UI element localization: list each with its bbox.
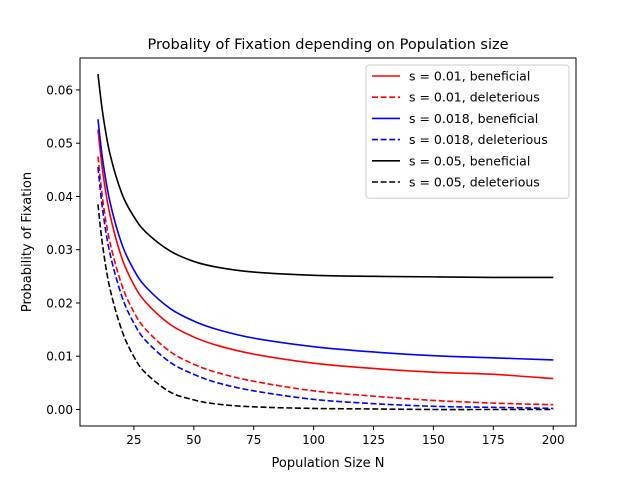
y-tick-label: 0.02 [46, 296, 73, 310]
x-tick-label: 200 [542, 433, 565, 447]
x-tick-label: 175 [482, 433, 505, 447]
y-tick-label: 0.00 [46, 403, 73, 417]
x-axis-ticks: 25 50 75 100 125 150 175 200 [126, 426, 565, 447]
y-tick-label: 0.01 [46, 350, 73, 364]
y-tick-label: 0.06 [46, 83, 73, 97]
x-axis-label: Population Size N [272, 456, 385, 471]
y-tick-label: 0.05 [46, 137, 73, 151]
series-line-6 [97, 204, 554, 411]
y-axis-label: Probability of Fixation [20, 172, 35, 312]
legend-label: s = 0.05, deleterious [409, 175, 540, 190]
legend-label: s = 0.01, deleterious [409, 90, 540, 105]
series-line-5 [97, 73, 554, 279]
y-tick-label: 0.04 [46, 190, 73, 204]
legend-label: s = 0.05, beneficial [409, 153, 530, 168]
x-tick-label: 25 [126, 433, 141, 447]
chart-title: Probality of Fixation depending on Popul… [147, 37, 508, 53]
legend-label: s = 0.018, beneficial [409, 111, 538, 126]
legend-label: s = 0.01, beneficial [409, 69, 530, 84]
x-tick-label: 75 [246, 433, 261, 447]
x-tick-label: 100 [302, 433, 325, 447]
plot-frame [79, 57, 577, 427]
x-tick-label: 50 [186, 433, 201, 447]
y-axis-ticks: 0.00 0.01 0.02 0.03 0.04 0.05 0.06 [46, 83, 80, 417]
series-line-1 [97, 129, 554, 380]
legend-box [365, 64, 570, 199]
legend-label: s = 0.018, deleterious [409, 132, 548, 147]
series-line-2 [97, 156, 554, 406]
series-line-3 [97, 119, 554, 361]
legend: s = 0.01, beneficial s = 0.01, deleteriou… [365, 64, 570, 199]
series-layer [97, 73, 554, 411]
x-tick-label: 150 [422, 433, 445, 447]
y-tick-label: 0.03 [46, 243, 73, 257]
series-line-4 [97, 167, 554, 410]
x-tick-label: 125 [362, 433, 385, 447]
